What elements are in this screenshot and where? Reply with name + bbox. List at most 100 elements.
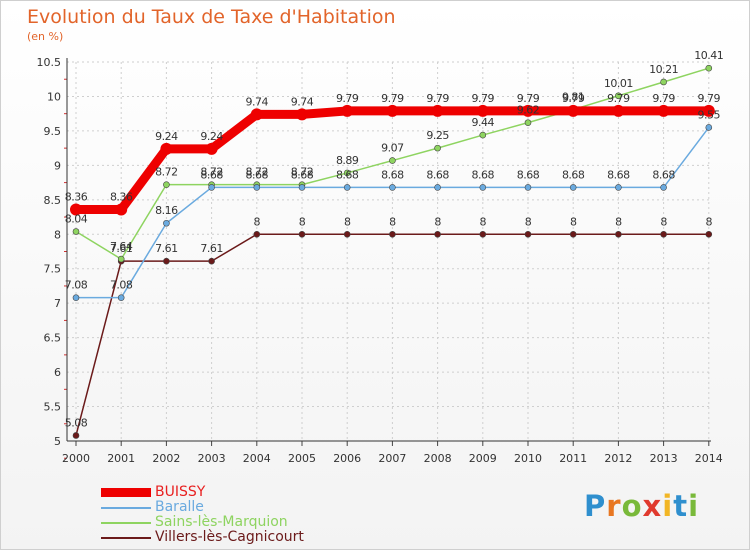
legend-swatch [101, 536, 151, 539]
data-label: 8.72 [200, 166, 223, 179]
legend-swatch [101, 521, 151, 524]
legend-item: Baralle [101, 500, 304, 515]
legend-label: Villers-lès-Cagnicourt [155, 529, 304, 545]
data-point [253, 230, 261, 238]
legend-item: Sains-lès-Marquion [101, 515, 304, 530]
data-point [298, 230, 306, 238]
data-label: 9.25 [426, 129, 449, 142]
data-point [296, 108, 308, 121]
x-tick-label: 2001 [107, 452, 135, 465]
data-point [660, 230, 667, 238]
y-tick-label: 9 [54, 159, 61, 172]
y-tick-label: 9.5 [44, 125, 62, 138]
data-label: 8.72 [291, 166, 314, 179]
data-label: 8.68 [381, 168, 404, 181]
data-label: 9.79 [562, 92, 585, 105]
data-point [705, 230, 713, 238]
data-point [253, 184, 261, 191]
x-tick-label: 2011 [559, 452, 587, 465]
data-point [479, 230, 487, 238]
data-label: 8 [480, 215, 487, 228]
data-label: 8 [660, 215, 667, 228]
data-point [657, 104, 670, 117]
logo-letter: i [688, 489, 700, 523]
data-label: 10.41 [694, 49, 723, 62]
data-label: 8 [434, 215, 441, 228]
logo-letter: r [606, 489, 622, 523]
y-tick-label: 5 [54, 435, 61, 448]
chart-title: Evolution du Taux de Taxe d'Habitation [27, 6, 396, 28]
data-point [343, 184, 351, 191]
data-point [250, 108, 263, 121]
data-label: 8.68 [336, 168, 359, 181]
data-point [163, 181, 170, 188]
data-label: 9.07 [381, 142, 404, 155]
data-point [160, 142, 173, 155]
data-point [660, 184, 667, 191]
data-point [115, 203, 128, 216]
data-point [343, 169, 351, 177]
data-point [476, 104, 489, 117]
data-label: 8.68 [472, 168, 495, 181]
logo-letter: o [621, 489, 643, 523]
data-point [524, 230, 532, 238]
x-tick-label: 2004 [243, 452, 271, 465]
data-point [569, 184, 577, 191]
x-tick-label: 2006 [333, 452, 361, 465]
series-line [75, 233, 709, 436]
data-label: 9.79 [517, 92, 540, 105]
data-label: 9.44 [472, 116, 495, 129]
data-point [163, 257, 170, 265]
legend-item: Villers-lès-Cagnicourt [101, 530, 304, 545]
data-point [117, 294, 125, 301]
data-label: 8.89 [336, 154, 359, 167]
x-tick-label: 2002 [152, 452, 180, 465]
legend-swatch [101, 488, 151, 497]
data-label: 9.79 [336, 92, 359, 105]
data-point [567, 104, 580, 117]
data-label: 8.72 [155, 166, 178, 179]
data-point [522, 104, 534, 117]
data-point [434, 144, 441, 152]
data-label: 5.08 [65, 416, 88, 429]
data-label: 8.68 [200, 168, 223, 181]
data-label: 9.79 [607, 92, 630, 105]
data-point [343, 230, 351, 238]
logo-letter: x [642, 489, 663, 523]
data-label: 9.55 [698, 108, 721, 121]
y-tick-label: 8.5 [44, 194, 62, 207]
data-label: 9.79 [426, 92, 449, 105]
y-tick-label: 10 [47, 90, 61, 103]
data-label: 9.62 [517, 104, 540, 117]
legend-item: BUISSY [101, 485, 304, 500]
data-point [524, 119, 532, 126]
data-point [479, 131, 487, 139]
logo-letter: P [584, 489, 607, 523]
data-point [117, 255, 125, 263]
data-label: 7.61 [155, 242, 178, 255]
y-tick-label: 6 [54, 366, 61, 379]
data-label: 9.79 [472, 92, 495, 105]
x-tick-label: 2007 [378, 452, 406, 465]
data-label: 7.08 [110, 279, 133, 292]
x-tick-label: 2014 [695, 452, 723, 465]
proxiti-logo: Proxiti [584, 489, 699, 523]
logo-letter: t [673, 489, 689, 523]
data-point [434, 230, 441, 238]
data-point [208, 184, 215, 191]
data-label: 8 [254, 215, 261, 228]
data-point [612, 104, 625, 117]
y-tick-label: 7 [54, 297, 61, 310]
data-label: 9.79 [652, 92, 675, 105]
data-point [205, 142, 218, 155]
data-point [70, 203, 82, 216]
data-point [72, 432, 80, 439]
data-label: 8.68 [562, 168, 585, 181]
data-point [208, 257, 215, 265]
data-label: 8.36 [110, 190, 133, 203]
data-point [569, 230, 577, 238]
data-label: 7.08 [65, 279, 88, 292]
data-point [479, 184, 487, 191]
